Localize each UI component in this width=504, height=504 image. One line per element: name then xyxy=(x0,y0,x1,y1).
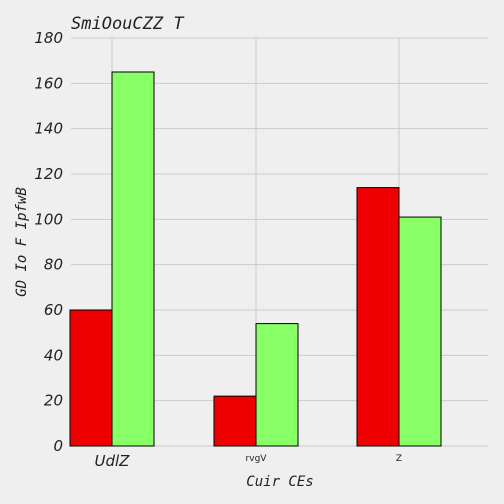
bars xyxy=(69,71,442,447)
y-tick-label: 180 xyxy=(34,29,63,47)
y-axis-label: GD Io F IpfwB xyxy=(14,187,30,297)
bar-series-1-2 xyxy=(213,395,257,447)
y-tick-label: 20 xyxy=(44,392,63,410)
y-tick-labels: 0 20 40 60 80 100 120 140 160 180 xyxy=(34,29,63,455)
chart-title: SmiOouCZZ T xyxy=(71,14,185,34)
x-axis-label: Cuir CEs xyxy=(246,474,313,490)
bar-series-1-3 xyxy=(356,187,400,447)
y-tick-label: 80 xyxy=(44,256,63,274)
bar-series-2-2 xyxy=(255,323,299,447)
bar-series-2-1 xyxy=(111,71,155,447)
y-tick-label: 160 xyxy=(34,74,63,92)
bar-series-2-3 xyxy=(398,216,442,447)
y-tick-label: 120 xyxy=(34,165,63,183)
y-tick-label: 40 xyxy=(44,346,63,364)
x-tick-labels: UdlZ rvgV Z xyxy=(95,452,403,470)
x-tick-label: UdlZ xyxy=(95,452,131,470)
y-tick-label: 60 xyxy=(44,301,63,319)
bar-series-1-1 xyxy=(69,309,113,447)
y-tick-label: 0 xyxy=(53,437,63,455)
x-tick-label: rvgV xyxy=(246,454,268,464)
y-tick-label: 140 xyxy=(34,120,63,138)
x-tick-label: Z xyxy=(396,454,402,464)
y-tick-label: 100 xyxy=(34,210,63,228)
